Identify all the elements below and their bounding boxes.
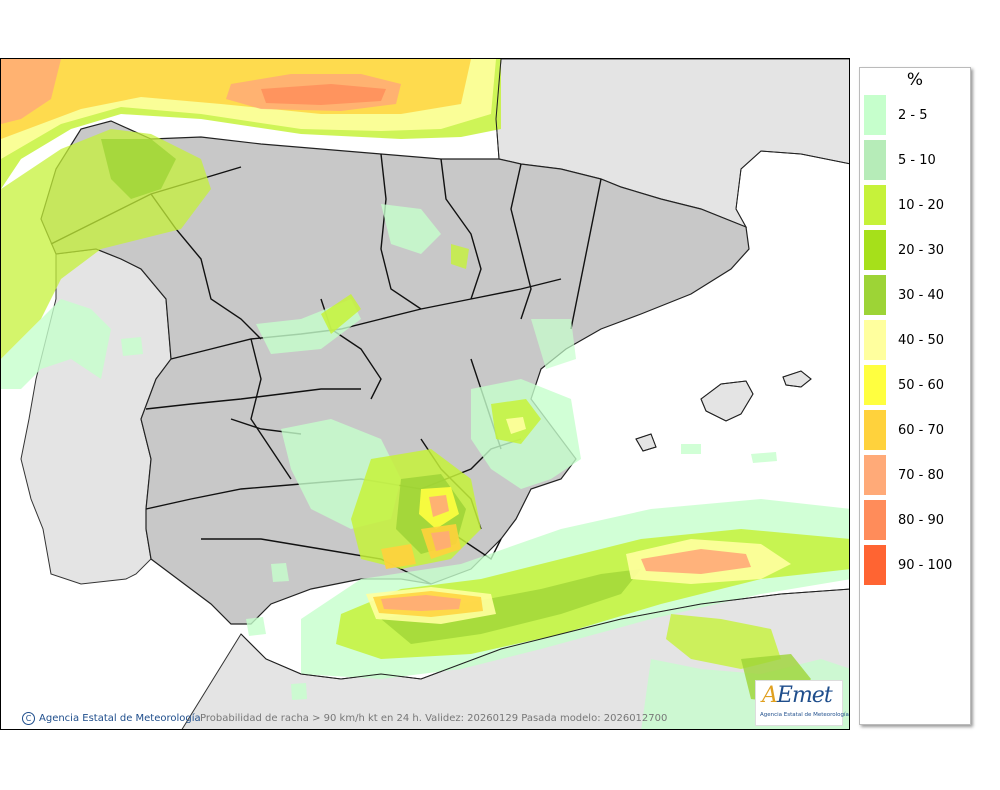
legend-item: 20 - 30 bbox=[864, 230, 944, 270]
legend-item: 5 - 10 bbox=[864, 140, 936, 180]
legend-item: 40 - 50 bbox=[864, 320, 944, 360]
agency-credit: C Agencia Estatal de Meteorología bbox=[22, 712, 201, 725]
probability-shading bbox=[1, 59, 849, 729]
legend-swatch bbox=[864, 365, 886, 405]
legend-item: 70 - 80 bbox=[864, 455, 944, 495]
legend-label: 30 - 40 bbox=[898, 287, 945, 303]
legend-item: 80 - 90 bbox=[864, 500, 944, 540]
probability-map[interactable] bbox=[0, 58, 850, 730]
legend-item: 2 - 5 bbox=[864, 95, 928, 135]
legend-swatch bbox=[864, 185, 886, 225]
legend-label: 40 - 50 bbox=[898, 332, 945, 348]
legend-swatch bbox=[864, 320, 886, 360]
legend-item: 90 - 100 bbox=[864, 545, 952, 585]
legend-panel: % 2 - 5 5 - 10 10 - 20 20 - 30 30 - 40 40 - 5… bbox=[859, 67, 971, 725]
legend-label: 60 - 70 bbox=[898, 422, 945, 438]
coastlines bbox=[240, 59, 849, 680]
legend-label: 50 - 60 bbox=[898, 377, 945, 393]
legend-swatch bbox=[864, 275, 886, 315]
legend-label: 20 - 30 bbox=[898, 242, 945, 258]
legend-swatch bbox=[864, 230, 886, 270]
aemet-logo-subtitle: Agencia Estatal de Meteorología bbox=[760, 712, 849, 718]
legend-swatch bbox=[864, 545, 886, 585]
copyright-icon: C bbox=[22, 712, 35, 725]
legend-item: 10 - 20 bbox=[864, 185, 944, 225]
agency-credit-text: Agencia Estatal de Meteorología bbox=[39, 713, 201, 724]
legend-item: 30 - 40 bbox=[864, 275, 944, 315]
legend-label: 2 - 5 bbox=[898, 107, 928, 123]
map-canvas bbox=[1, 59, 849, 729]
legend-label: 90 - 100 bbox=[898, 557, 953, 573]
map-caption: Probabilidad de racha > 90 km/h kt en 24… bbox=[200, 713, 668, 724]
aemet-logo-mark: AEmet bbox=[762, 683, 833, 708]
legend-item: 60 - 70 bbox=[864, 410, 944, 450]
legend-title: % bbox=[906, 70, 924, 90]
legend-label: 80 - 90 bbox=[898, 512, 945, 528]
legend-swatch bbox=[864, 410, 886, 450]
legend-swatch bbox=[864, 95, 886, 135]
legend-swatch bbox=[864, 500, 886, 540]
legend-swatch bbox=[864, 455, 886, 495]
legend-item: 50 - 60 bbox=[864, 365, 944, 405]
legend-swatch bbox=[864, 140, 886, 180]
legend-label: 10 - 20 bbox=[898, 197, 945, 213]
regional-borders bbox=[50, 153, 602, 585]
aemet-logo: AEmet Agencia Estatal de Meteorología bbox=[755, 680, 849, 726]
legend-label: 70 - 80 bbox=[898, 467, 945, 483]
legend-label: 5 - 10 bbox=[898, 152, 936, 168]
